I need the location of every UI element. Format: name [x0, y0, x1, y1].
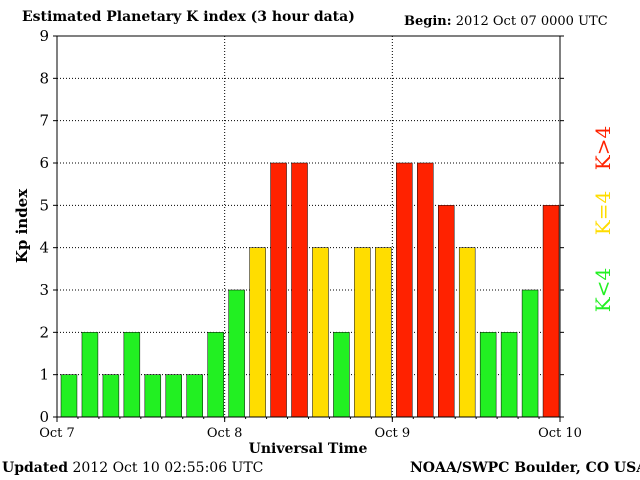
- chart-title: Estimated Planetary K index (3 hour data…: [22, 9, 355, 25]
- y-tick-label: 6: [39, 154, 49, 172]
- y-tick-label: 4: [39, 239, 49, 257]
- bar: [123, 332, 141, 418]
- bar: [312, 247, 329, 418]
- updated-time: Updated 2012 Oct 10 02:55:06 UTC: [2, 460, 263, 476]
- bar: [186, 374, 203, 418]
- bar: [228, 289, 245, 418]
- bar-series: [60, 162, 560, 418]
- begin-time: Begin: 2012 Oct 07 0000 UTC: [404, 14, 608, 29]
- y-tick-label: 8: [39, 69, 49, 87]
- bar: [438, 205, 455, 418]
- bar: [207, 332, 224, 418]
- bar: [81, 332, 99, 418]
- legend-item: K=4: [591, 191, 615, 235]
- begin-label: Begin:: [404, 14, 452, 29]
- bar: [270, 162, 287, 418]
- bar: [249, 247, 266, 418]
- credit-text: NOAA/SWPC Boulder, CO USA: [410, 460, 640, 476]
- bar: [521, 289, 539, 418]
- y-tick-label: 1: [39, 366, 49, 384]
- bar: [458, 247, 476, 418]
- y-tick-label: 3: [39, 281, 49, 299]
- y-axis-ticks: 0 1 2 3 4 5 6 7 8 9: [39, 27, 564, 426]
- updated-value: 2012 Oct 10 02:55:06 UTC: [72, 460, 264, 476]
- bar: [333, 332, 350, 418]
- x-tick-label: Oct 7: [39, 426, 75, 441]
- y-tick-label: 0: [39, 408, 49, 426]
- bar: [375, 247, 392, 418]
- bar: [102, 374, 120, 418]
- y-tick-label: 2: [39, 323, 49, 341]
- y-tick-label: 9: [39, 27, 49, 45]
- legend-item: K<4: [591, 268, 615, 312]
- bar: [144, 374, 162, 418]
- x-tick-label: Oct 8: [207, 426, 243, 441]
- bar: [417, 162, 434, 418]
- bar: [60, 374, 78, 418]
- x-axis-label: Universal Time: [249, 441, 368, 457]
- y-tick-label: 5: [39, 196, 49, 214]
- y-tick-label: 7: [39, 112, 49, 130]
- x-tick-label: Oct 9: [375, 426, 411, 441]
- x-tick-label: Oct 10: [538, 426, 582, 441]
- updated-label: Updated: [2, 460, 69, 476]
- bar: [165, 374, 183, 418]
- bar: [354, 247, 371, 418]
- y-axis-label: Kp index: [13, 188, 31, 263]
- bar: [500, 332, 518, 418]
- bar: [542, 205, 560, 418]
- x-axis-ticks: Oct 7 Oct 8 Oct 9 Oct 10: [39, 417, 582, 441]
- begin-value: 2012 Oct 07 0000 UTC: [455, 14, 608, 29]
- legend-item: K>4: [591, 126, 615, 170]
- bar: [291, 162, 308, 418]
- bar: [396, 162, 413, 418]
- grid-lines: [57, 35, 560, 417]
- bar: [479, 332, 497, 418]
- legend: K<4 K=4 K>4: [591, 126, 615, 312]
